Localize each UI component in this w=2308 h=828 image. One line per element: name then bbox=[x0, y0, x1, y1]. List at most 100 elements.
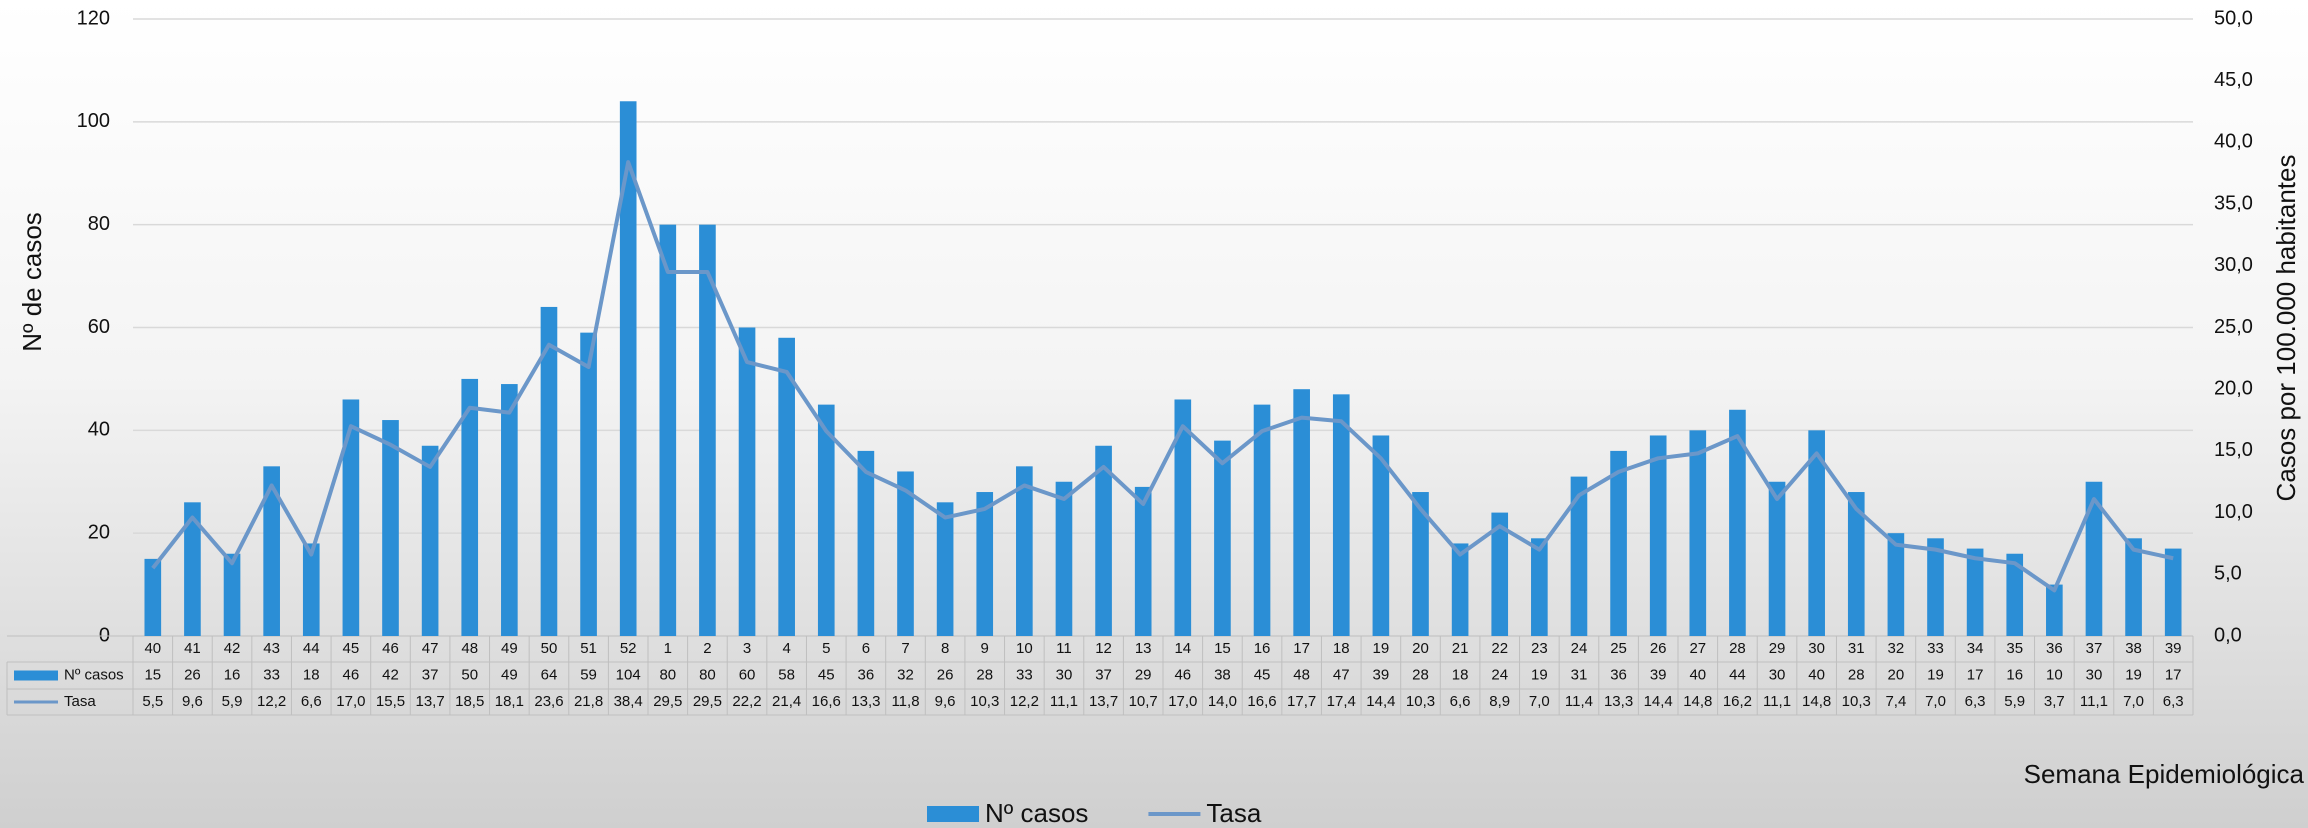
table-value: 11,1 bbox=[1763, 693, 1791, 710]
table-value: 7,4 bbox=[1885, 693, 1906, 710]
bar bbox=[897, 471, 914, 636]
table-value: 12,2 bbox=[1010, 693, 1039, 710]
table-value: 38 bbox=[1214, 666, 1231, 683]
table-value: 3,7 bbox=[2044, 693, 2065, 710]
table-value: 10,3 bbox=[1842, 693, 1871, 710]
bar bbox=[144, 558, 162, 636]
table-value: 6,6 bbox=[1450, 693, 1471, 710]
table-value: 59 bbox=[580, 666, 597, 683]
bar bbox=[461, 378, 479, 636]
x-tick-label: 15 bbox=[1214, 640, 1231, 657]
bar bbox=[1055, 481, 1073, 636]
bar bbox=[184, 502, 201, 636]
table-value: 64 bbox=[541, 666, 558, 683]
table-value: 21,8 bbox=[574, 693, 603, 710]
table-value: 33 bbox=[263, 666, 280, 683]
table-row-label: Nº casos bbox=[64, 666, 124, 683]
x-tick-label: 21 bbox=[1452, 640, 1469, 657]
x-tick-label: 32 bbox=[1888, 640, 1905, 657]
table-value: 44 bbox=[1729, 666, 1746, 683]
line bbox=[151, 160, 2174, 593]
table-value: 16,2 bbox=[1723, 693, 1752, 710]
table-value: 37 bbox=[422, 666, 439, 683]
x-tick-label: 17 bbox=[1293, 640, 1310, 657]
x-tick-label: 47 bbox=[422, 640, 439, 657]
table-value: 6,3 bbox=[1965, 693, 1986, 710]
table-value: 15,5 bbox=[376, 693, 405, 710]
table-value: 48 bbox=[1293, 666, 1310, 683]
table-value: 29,5 bbox=[653, 693, 682, 710]
x-tick-label: 18 bbox=[1333, 640, 1350, 657]
table-value: 60 bbox=[739, 666, 756, 683]
table-value: 50 bbox=[461, 666, 478, 683]
bar bbox=[223, 553, 241, 636]
bar bbox=[659, 224, 677, 636]
x-tick-label: 39 bbox=[2165, 640, 2182, 657]
bar bbox=[2125, 538, 2142, 636]
bar bbox=[817, 404, 835, 636]
table-value: 16 bbox=[2006, 666, 2023, 683]
table-value: 19 bbox=[1927, 666, 1944, 683]
table-value: 17 bbox=[1967, 666, 1984, 683]
x-tick-label: 1 bbox=[664, 640, 672, 657]
table-value: 36 bbox=[1610, 666, 1627, 683]
bar bbox=[1689, 430, 1707, 636]
legend-swatch bbox=[927, 806, 979, 822]
table-value: 31 bbox=[1571, 666, 1588, 683]
table-value: 49 bbox=[501, 666, 518, 683]
bar bbox=[619, 101, 637, 637]
table-value: 58 bbox=[778, 666, 795, 683]
bar bbox=[1134, 486, 1152, 636]
table-value: 17,7 bbox=[1287, 693, 1316, 710]
x-tick-label: 44 bbox=[303, 640, 320, 657]
bar bbox=[540, 306, 558, 636]
table-value: 16,6 bbox=[1247, 693, 1276, 710]
table-value: 15 bbox=[144, 666, 161, 683]
table-value: 29 bbox=[1135, 666, 1152, 683]
x-tick-label: 3 bbox=[743, 640, 751, 657]
table-value: 10 bbox=[2046, 666, 2063, 683]
x-tick-label: 6 bbox=[862, 640, 870, 657]
table-value: 45 bbox=[1254, 666, 1271, 683]
bar bbox=[1016, 466, 1033, 636]
table-value: 39 bbox=[1650, 666, 1667, 683]
x-tick-label: 5 bbox=[822, 640, 830, 657]
bar bbox=[857, 450, 875, 636]
table-value: 11,4 bbox=[1565, 693, 1593, 710]
y2-axis-title: Casos por 100.000 habitantes bbox=[2271, 155, 2301, 502]
x-tick-label: 52 bbox=[620, 640, 637, 657]
x-tick-label: 24 bbox=[1571, 640, 1588, 657]
table-key bbox=[14, 670, 58, 681]
bar bbox=[1808, 430, 1825, 636]
table-value: 11,8 bbox=[891, 693, 919, 710]
x-tick-label: 42 bbox=[224, 640, 241, 657]
table-value: 7,0 bbox=[1529, 693, 1550, 710]
bar bbox=[382, 420, 399, 636]
bar bbox=[1253, 404, 1271, 636]
x-tick-label: 41 bbox=[184, 640, 201, 657]
y-tick-label: 80 bbox=[88, 213, 110, 235]
bar bbox=[1332, 394, 1350, 636]
table-value: 14,4 bbox=[1366, 693, 1395, 710]
bar bbox=[501, 384, 518, 636]
y-tick-label: 40 bbox=[88, 419, 110, 441]
y2-tick-label: 0,0 bbox=[2214, 624, 2242, 646]
x-tick-label: 45 bbox=[343, 640, 360, 657]
x-tick-label: 31 bbox=[1848, 640, 1865, 657]
y-tick-label: 20 bbox=[88, 521, 110, 543]
table-value: 14,8 bbox=[1683, 693, 1712, 710]
table-value: 30 bbox=[2086, 666, 2103, 683]
x-tick-label: 46 bbox=[382, 640, 399, 657]
x-tick-label: 34 bbox=[1967, 640, 1984, 657]
x-tick-label: 12 bbox=[1095, 640, 1112, 657]
x-tick-label: 28 bbox=[1729, 640, 1746, 657]
table-value: 14,0 bbox=[1208, 693, 1237, 710]
table-value: 26 bbox=[937, 666, 954, 683]
x-tick-label: 49 bbox=[501, 640, 518, 657]
x-tick-label: 2 bbox=[703, 640, 711, 657]
bar bbox=[263, 466, 280, 636]
table-value: 28 bbox=[976, 666, 993, 683]
bar bbox=[580, 332, 597, 636]
table-value: 80 bbox=[659, 666, 676, 683]
table-value: 46 bbox=[343, 666, 360, 683]
